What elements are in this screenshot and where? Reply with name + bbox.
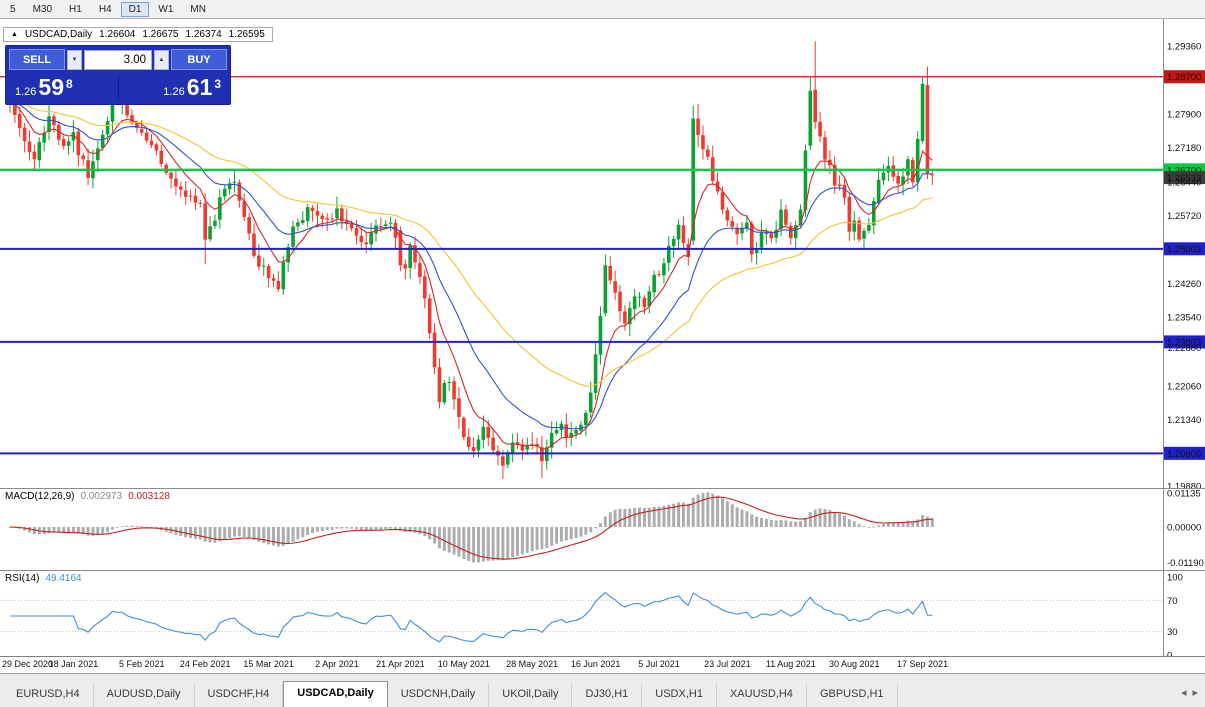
svg-text:100: 100 [1167, 573, 1183, 584]
time-axis-label: 15 Mar 2021 [243, 659, 294, 669]
ohlc-open: 1.26604 [99, 29, 136, 40]
buy-price-big-digits: 61 [186, 73, 213, 100]
svg-text:1.28700: 1.28700 [1167, 72, 1201, 83]
chart-tab-usdx[interactable]: USDX,H1 [642, 684, 717, 707]
sell-price-big-digits: 59 [38, 73, 65, 100]
svg-text:1.19880: 1.19880 [1167, 482, 1201, 489]
timeframe-button-m30[interactable]: M30 [25, 2, 60, 17]
svg-text:1.25720: 1.25720 [1167, 211, 1201, 222]
chart-tab-usdchf[interactable]: USDCHF,H4 [195, 684, 284, 707]
time-axis-label: 5 Feb 2021 [118, 659, 165, 669]
macd-title: MACD(12,26,9) [5, 491, 75, 502]
svg-text:0: 0 [1167, 651, 1172, 657]
chart-symbol-label: USDCAD,Daily [24, 29, 93, 40]
svg-text:1.23540: 1.23540 [1167, 312, 1201, 323]
chart-tab-list: EURUSD,H4 AUDUSD,Daily USDCHF,H4 USDCAD,Dai… [3, 681, 898, 707]
time-axis-label: 23 Jul 2021 [704, 659, 751, 669]
volume-decrease-icon[interactable]: ▼ [67, 49, 82, 70]
svg-text:-0.01190: -0.01190 [1167, 558, 1204, 569]
svg-text:1.25003: 1.25003 [1167, 244, 1201, 255]
svg-text:30: 30 [1167, 627, 1178, 638]
time-axis-label: 24 Feb 2021 [179, 659, 231, 669]
time-axis: 29 Dec 2020 18 Jan 2021 5 Feb 2021 24 Feb 2… [0, 656, 1205, 673]
tabs-scroll-right-icon[interactable]: ▸ [1192, 687, 1198, 699]
price-divider [117, 74, 119, 99]
svg-text:1.20609: 1.20609 [1167, 449, 1201, 460]
svg-text:70: 70 [1167, 596, 1178, 607]
timeframe-toolbar: 5 M30 H1 H4 D1 W1 MN [0, 0, 1205, 19]
time-axis-label: 10 May 2021 [437, 659, 490, 669]
volume-increase-icon[interactable]: ▲ [154, 49, 169, 70]
timeframe-button-mn[interactable]: MN [182, 2, 214, 17]
macd-indicator-label: MACD(12,26,9) 0.002973 0.003128 [5, 491, 170, 502]
time-axis-label: 29 Dec 2020 [2, 659, 54, 669]
sell-price-pip-digit: 8 [66, 76, 73, 91]
chart-region: 1.29360 1.28700 1.27900 1.27180 1.26700 1.265… [0, 19, 1205, 673]
time-axis-label: 21 Apr 2021 [376, 659, 425, 669]
chart-tab-usdcad[interactable]: USDCAD,Daily [283, 681, 388, 707]
timeframe-button-d1[interactable]: D1 [120, 1, 150, 17]
time-axis-label: 30 Aug 2021 [828, 659, 880, 669]
uptrend-icon: ▲ [11, 30, 18, 38]
buy-button[interactable]: BUY [171, 49, 227, 70]
tab-scroll-controls: ◂ ▸ [1181, 686, 1202, 707]
sell-button[interactable]: SELL [9, 49, 65, 70]
svg-text:1.26700: 1.26700 [1167, 165, 1201, 176]
rsi-panel[interactable]: 100 70 30 0 [0, 570, 1205, 656]
rsi-indicator-label: RSI(14) 49.4164 [5, 573, 82, 584]
chart-tab-xauusd[interactable]: XAUUSD,H4 [717, 684, 807, 707]
macd-panel[interactable]: 0.01135 0.00000 -0.01190 [0, 488, 1205, 570]
svg-text:1.22880: 1.22880 [1167, 343, 1201, 354]
time-axis-label: 18 Jan 2021 [48, 659, 99, 669]
svg-text:1.26440: 1.26440 [1167, 177, 1201, 188]
time-axis-label: 2 Apr 2021 [315, 659, 359, 669]
chart-tab-dj30[interactable]: DJ30,H1 [572, 684, 643, 707]
svg-text:1.27900: 1.27900 [1167, 109, 1201, 120]
chart-ohlc-info: ▲ USDCAD,Daily 1.26604 1.26675 1.26374 1… [3, 27, 273, 42]
time-axis-label: 28 May 2021 [506, 659, 559, 669]
time-axis-label: 5 Jul 2021 [638, 659, 680, 669]
chart-tab-audusd[interactable]: AUDUSD,Daily [94, 684, 195, 707]
buy-price-prefix: 1.26 [163, 85, 185, 98]
rsi-value: 49.4164 [45, 573, 82, 584]
buy-price[interactable]: 1.26 61 3 [157, 74, 227, 100]
svg-text:1.27180: 1.27180 [1167, 143, 1201, 154]
macd-main-value: 0.002973 [80, 491, 123, 502]
svg-text:1.23003: 1.23003 [1167, 337, 1201, 348]
svg-text:1.21340: 1.21340 [1167, 415, 1201, 426]
svg-text:0.00000: 0.00000 [1167, 523, 1201, 534]
svg-text:1.26533: 1.26533 [1167, 173, 1201, 184]
tabs-scroll-left-icon[interactable]: ◂ [1180, 687, 1187, 699]
svg-text:1.24260: 1.24260 [1167, 279, 1201, 290]
ohlc-high: 1.26675 [142, 29, 179, 40]
time-axis-label: 17 Sep 2021 [897, 659, 949, 669]
svg-text:0.01135: 0.01135 [1167, 488, 1201, 499]
timeframe-button-h1[interactable]: H1 [61, 2, 90, 17]
chart-tab-eurusd[interactable]: EURUSD,H4 [3, 684, 94, 707]
timeframe-button-5[interactable]: 5 [2, 2, 24, 17]
volume-input[interactable] [84, 49, 152, 70]
buy-price-pip-digit: 3 [214, 76, 221, 91]
ohlc-low: 1.26374 [185, 29, 222, 40]
svg-text:1.22060: 1.22060 [1167, 381, 1201, 392]
sell-price-prefix: 1.26 [15, 85, 37, 98]
sell-price[interactable]: 1.26 59 8 [9, 74, 79, 100]
svg-text:1.29360: 1.29360 [1167, 41, 1201, 52]
macd-signal-value: 0.003128 [128, 491, 170, 502]
chart-tab-bar: EURUSD,H4 AUDUSD,Daily USDCHF,H4 USDCAD,Dai… [0, 673, 1205, 707]
chart-tab-gbpusd[interactable]: GBPUSD,H1 [807, 684, 898, 707]
rsi-title: RSI(14) [5, 573, 40, 584]
time-axis-label: 16 Jun 2021 [570, 659, 621, 669]
time-axis-label: 11 Aug 2021 [765, 659, 816, 669]
timeframe-button-w1[interactable]: W1 [150, 2, 181, 17]
one-click-trading-panel: SELL ▼ ▲ BUY 1.26 59 8 1.26 61 3 [5, 45, 231, 105]
chart-tab-ukoil[interactable]: UKOil,Daily [489, 684, 573, 707]
chart-tab-usdcnh[interactable]: USDCNH,Daily [388, 684, 490, 707]
timeframe-button-h4[interactable]: H4 [91, 2, 120, 17]
ohlc-close: 1.26595 [228, 29, 265, 40]
